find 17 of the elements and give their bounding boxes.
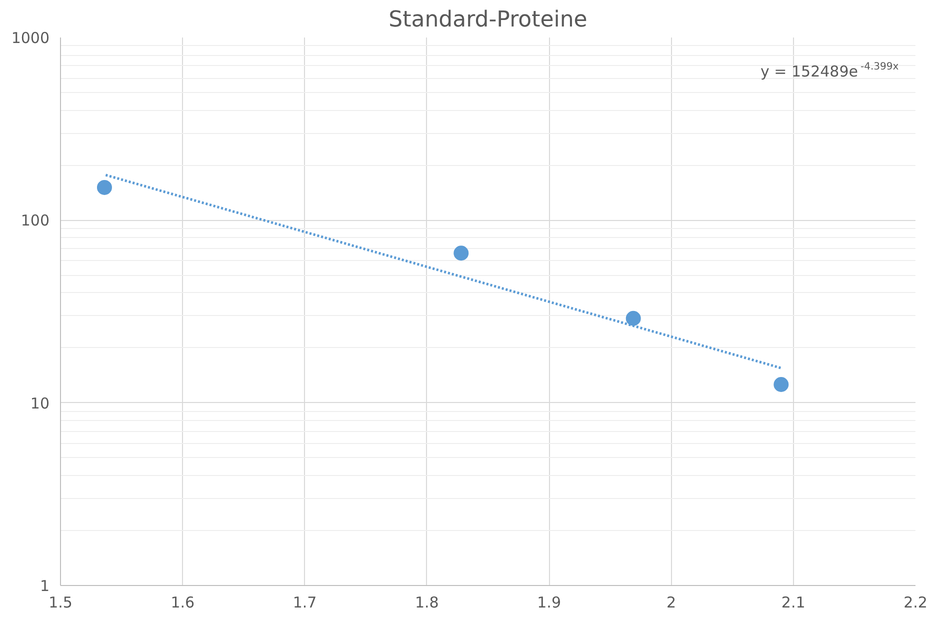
- y-tick-label: 100: [20, 212, 50, 230]
- y-tick-label: 10: [30, 394, 50, 412]
- x-tick-label: 2: [666, 594, 676, 612]
- x-tick-label: 2.1: [781, 594, 806, 612]
- point: [626, 310, 641, 326]
- point: [454, 246, 469, 261]
- point: [774, 377, 789, 392]
- y-tick-label: 1: [40, 577, 50, 595]
- x-tick-label: 1.9: [537, 594, 562, 612]
- x-tick-label: 1.7: [292, 594, 317, 612]
- x-tick-label: 2.2: [904, 594, 928, 612]
- x-tick-label: 1.6: [170, 594, 195, 612]
- chart-title: Standard-Proteine: [388, 8, 588, 32]
- x-tick-label: 1.8: [415, 594, 439, 612]
- x-tick-label: 1.5: [48, 594, 72, 612]
- y-tick-label: 1000: [11, 29, 50, 47]
- point: [96, 180, 112, 195]
